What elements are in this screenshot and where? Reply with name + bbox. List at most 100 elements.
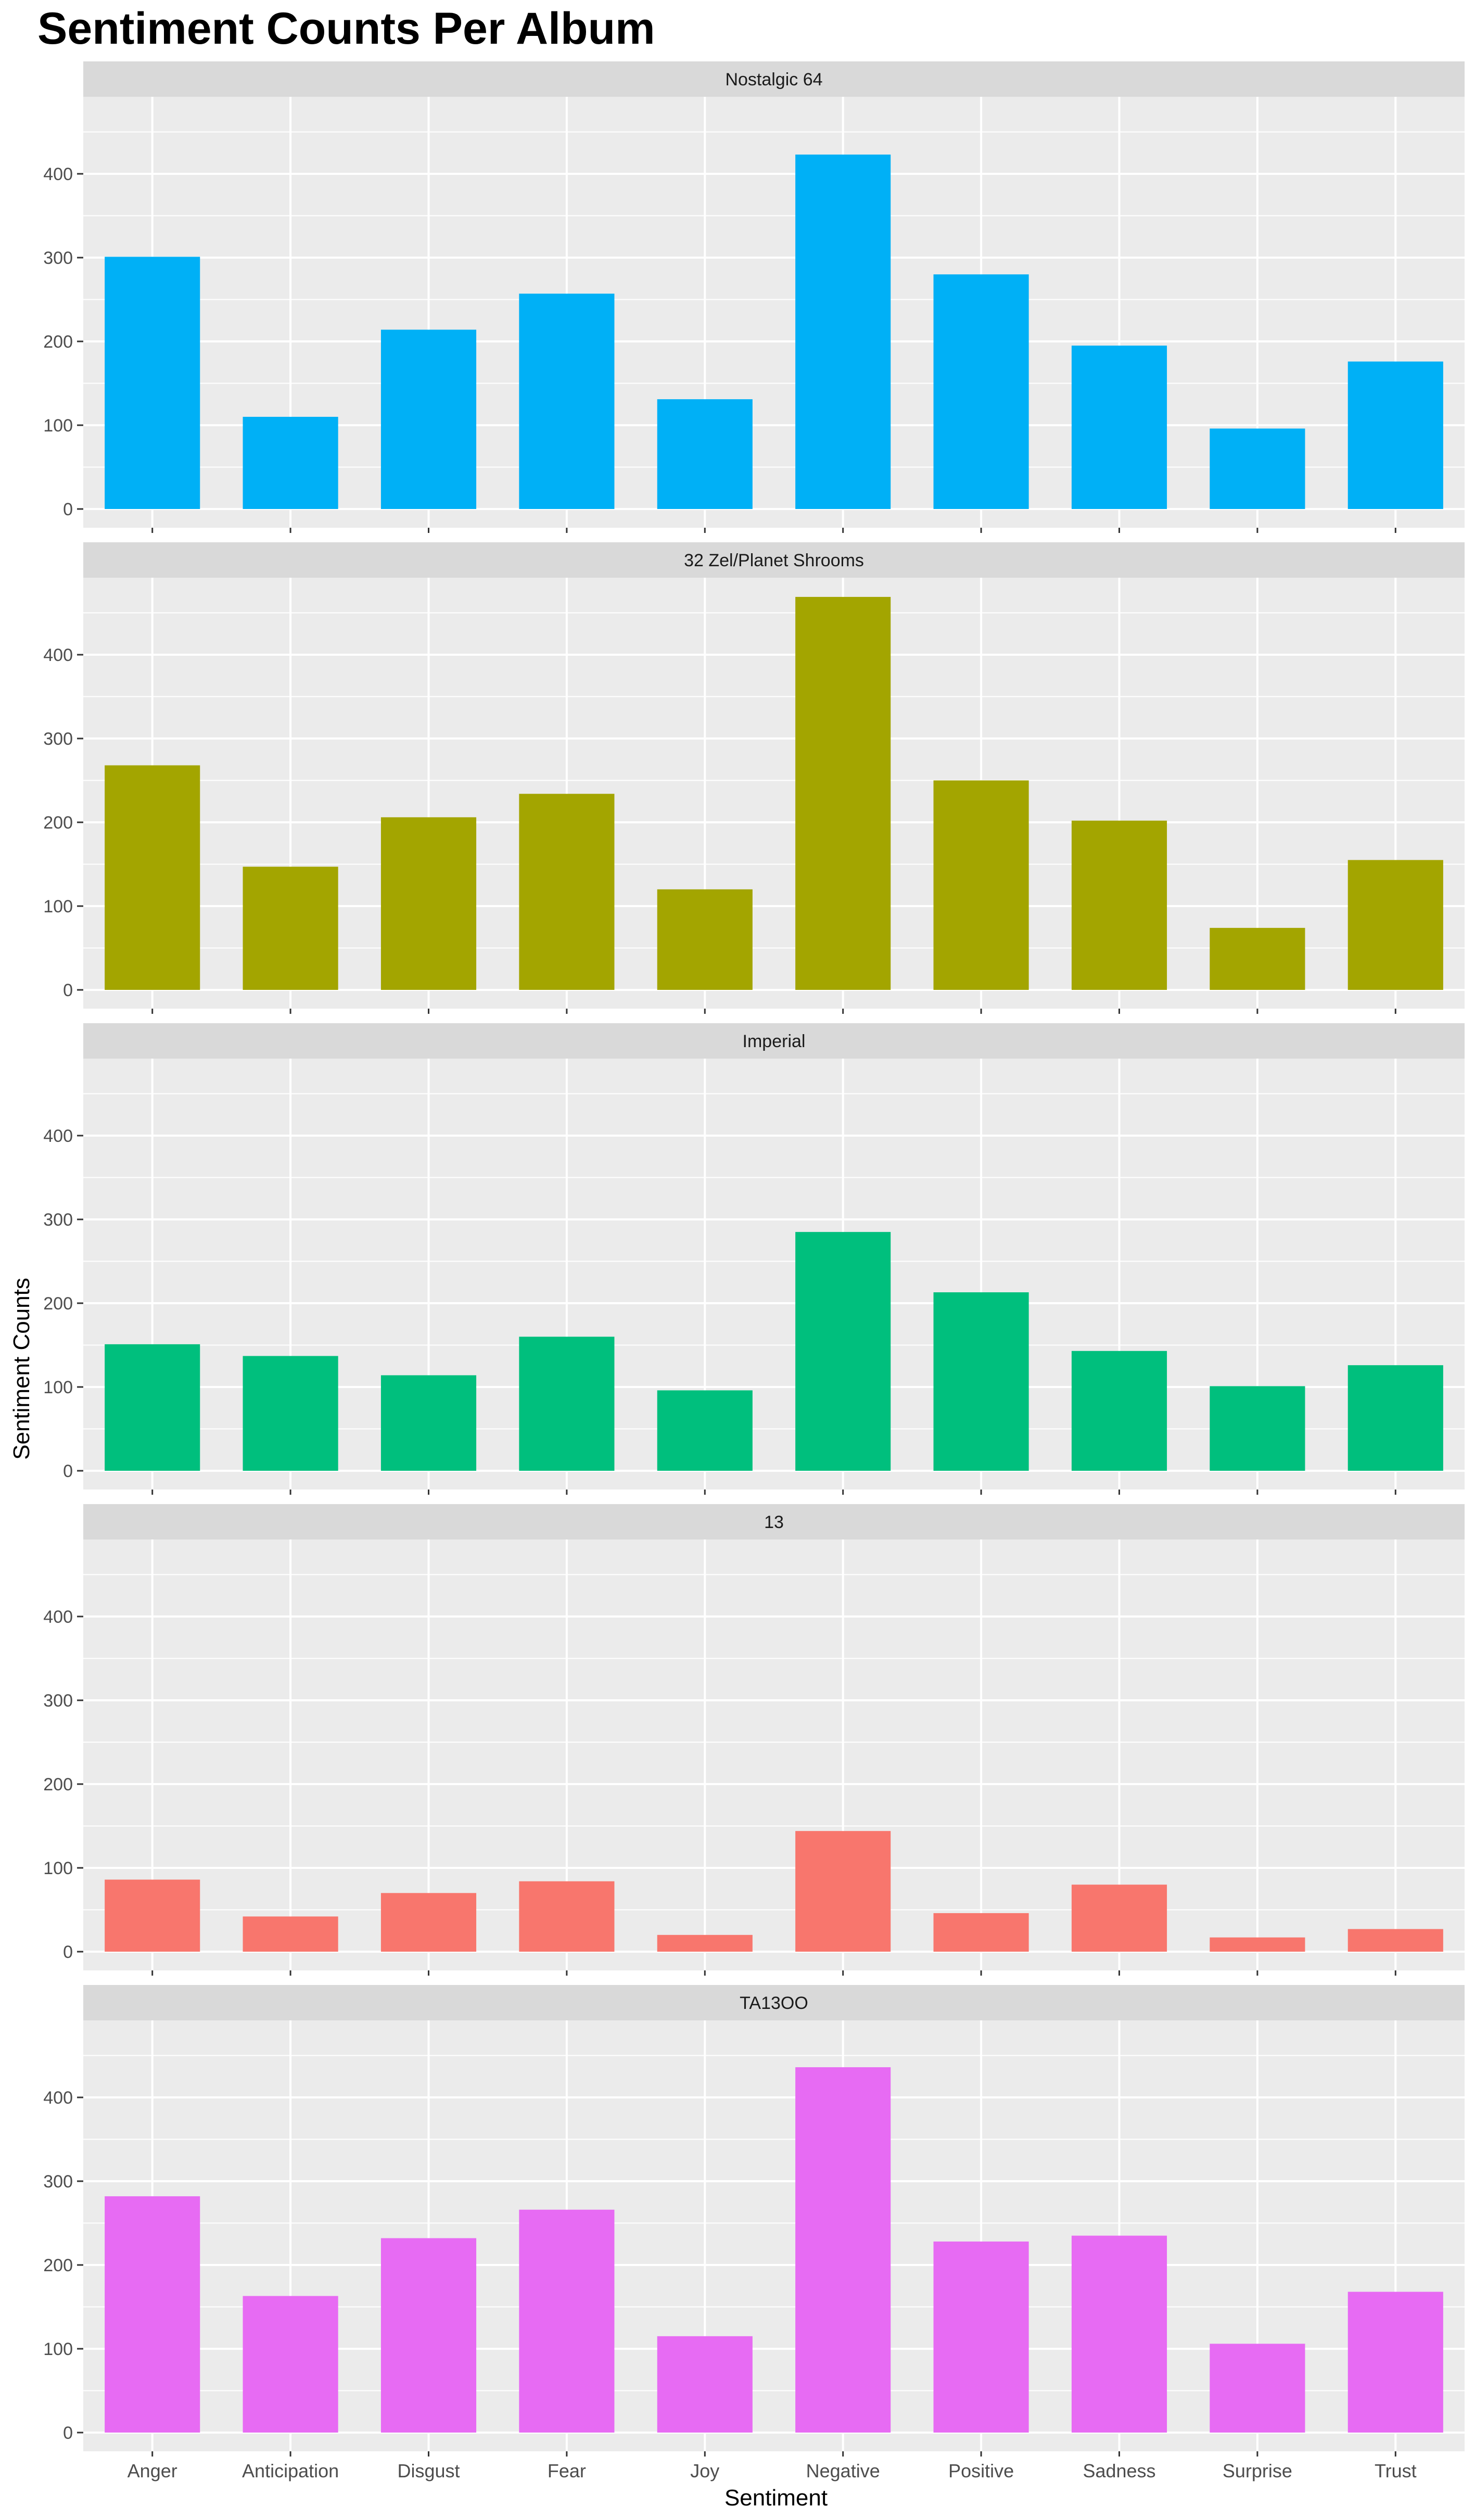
facet-strip [83,542,1465,578]
y-tick-label: 100 [43,897,73,917]
bar-trust [1347,1929,1443,1952]
bar-joy [657,2336,753,2433]
bar-negative [795,596,891,990]
bar-anger [105,1344,200,1471]
bar-surprise [1210,2344,1305,2433]
bar-negative [795,1232,891,1471]
bar-disgust [380,817,477,990]
x-tick-label: Surprise [1223,2460,1292,2481]
bar-positive [933,274,1029,509]
facet-strip-label: 32 Zel/Planet Shrooms [684,551,864,570]
bar-surprise [1210,927,1305,990]
y-tick-label: 300 [43,729,73,749]
y-tick-label: 300 [43,1210,73,1230]
facet-panel: Imperial 0 100 200 300 400 [43,1023,1465,1495]
bar-joy [657,1390,753,1471]
bar-anticipation [243,1916,338,1952]
facet-strip [83,61,1465,97]
facet-strip-label: Nostalgic 64 [725,70,822,90]
facet-panel: 32 Zel/Planet Shrooms 0 100 200 300 400 [43,542,1465,1014]
bar-fear [519,2209,615,2433]
facet-strip-label: 13 [764,1512,784,1532]
bar-anger [105,2196,200,2433]
y-tick-label: 0 [63,500,73,519]
y-tick-label: 100 [43,416,73,436]
y-tick-label: 0 [63,981,73,1000]
y-tick-label: 300 [43,1691,73,1711]
bar-trust [1347,361,1443,509]
bar-anger [105,257,200,509]
y-tick-label: 200 [43,1294,73,1314]
bar-positive [933,1913,1029,1952]
y-tick-label: 400 [43,1607,73,1627]
bar-surprise [1210,1386,1305,1471]
x-tick-label: Disgust [397,2460,460,2481]
facet-strip-label: TA13OO [740,1993,808,2013]
bar-positive [933,1292,1029,1471]
bar-surprise [1210,1937,1305,1952]
bar-fear [519,1881,615,1952]
bar-joy [657,889,753,990]
y-tick-label: 200 [43,2256,73,2275]
bar-sadness [1071,1885,1167,1952]
x-tick-label: Anger [128,2460,177,2481]
facet-panel: TA13OO 0 100 200 300 400 [43,1985,1465,2457]
chart-title: Sentiment Counts Per Album [37,4,655,54]
y-tick-label: 400 [43,2088,73,2108]
facet-panel: Nostalgic 64 0 100 200 300 400 [43,61,1465,533]
bar-anger [105,1879,200,1952]
y-tick-label: 200 [43,1775,73,1794]
x-axis-label: Sentiment [724,2485,828,2511]
bar-anticipation [243,867,338,990]
bar-negative [795,154,891,510]
bar-surprise [1210,428,1305,509]
y-tick-label: 400 [43,645,73,665]
bar-disgust [380,329,477,509]
y-tick-label: 100 [43,2339,73,2359]
y-tick-label: 300 [43,2172,73,2192]
bar-fear [519,794,615,990]
y-tick-label: 0 [63,2423,73,2443]
x-tick-label: Joy [690,2460,719,2481]
x-tick-label: Trust [1375,2460,1417,2481]
bar-trust [1347,860,1443,990]
bar-disgust [380,1893,477,1952]
y-tick-label: 400 [43,164,73,184]
bar-negative [795,1831,891,1952]
bar-fear [519,294,615,509]
bar-sadness [1071,1351,1167,1471]
bar-joy [657,1934,753,1952]
x-tick-label: Negative [806,2460,880,2481]
facet-strip [83,1023,1465,1059]
y-tick-label: 0 [63,1461,73,1481]
y-axis-label: Sentiment Counts [9,1278,34,1460]
bar-trust [1347,1365,1443,1471]
bar-positive [933,780,1029,990]
bar-trust [1347,2292,1443,2433]
bar-joy [657,399,753,509]
bar-anger [105,765,200,990]
facet-strip-label: Imperial [743,1032,806,1051]
bar-anticipation [243,1356,338,1471]
bar-anticipation [243,2296,338,2433]
bar-disgust [380,2238,477,2433]
bar-disgust [380,1375,477,1471]
bar-sadness [1071,2235,1167,2433]
bar-sadness [1071,820,1167,990]
facet-strip [83,1985,1465,2020]
y-tick-label: 0 [63,1942,73,1962]
x-tick-label: Fear [548,2460,586,2481]
y-tick-label: 100 [43,1378,73,1397]
facet-panel: 13 0 100 200 300 400 [43,1504,1465,1976]
x-tick-label: Anticipation [242,2460,339,2481]
y-tick-label: 400 [43,1126,73,1146]
bar-sadness [1071,346,1167,509]
facet-strip [83,1504,1465,1539]
y-tick-label: 100 [43,1859,73,1878]
panel-background [83,1539,1465,1970]
y-tick-label: 300 [43,248,73,268]
bar-negative [795,2067,891,2433]
x-tick-label: Positive [948,2460,1014,2481]
bar-anticipation [243,416,338,509]
y-tick-label: 200 [43,813,73,833]
